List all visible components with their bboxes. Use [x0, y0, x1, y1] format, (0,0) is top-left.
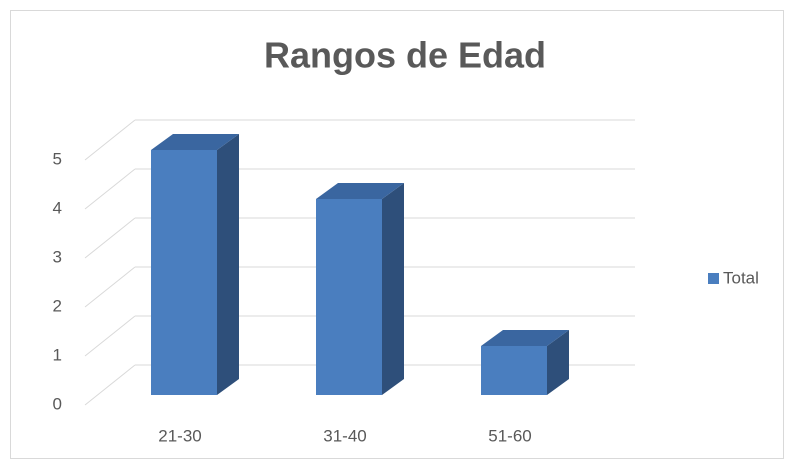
bar-side — [382, 183, 404, 395]
x-tick-label: 21-30 — [158, 426, 201, 445]
y-tick-label: 4 — [53, 198, 62, 217]
grid-line — [84, 168, 136, 210]
bar — [151, 150, 217, 395]
y-tick-label: 2 — [53, 296, 62, 315]
bar — [316, 199, 382, 395]
x-tick-label: 51-60 — [488, 426, 531, 445]
y-tick-label: 5 — [53, 149, 62, 168]
legend-label: Total — [723, 268, 759, 287]
bar-top — [481, 330, 569, 346]
y-tick-label: 3 — [53, 247, 62, 266]
grid-line — [84, 217, 136, 259]
bar — [481, 346, 547, 395]
x-tick-label: 31-40 — [323, 426, 366, 445]
bar-top — [316, 183, 404, 199]
legend-swatch — [708, 273, 719, 284]
grid-line — [84, 119, 136, 161]
y-tick-label: 1 — [53, 345, 62, 364]
bar-side — [547, 330, 569, 395]
grid-line — [84, 266, 136, 308]
bar-side — [217, 134, 239, 395]
grid-line — [84, 315, 136, 357]
bar-top — [151, 134, 239, 150]
y-tick-label: 0 — [53, 394, 62, 413]
grid-line — [84, 364, 136, 406]
chart-title: Rangos de Edad — [264, 35, 546, 76]
